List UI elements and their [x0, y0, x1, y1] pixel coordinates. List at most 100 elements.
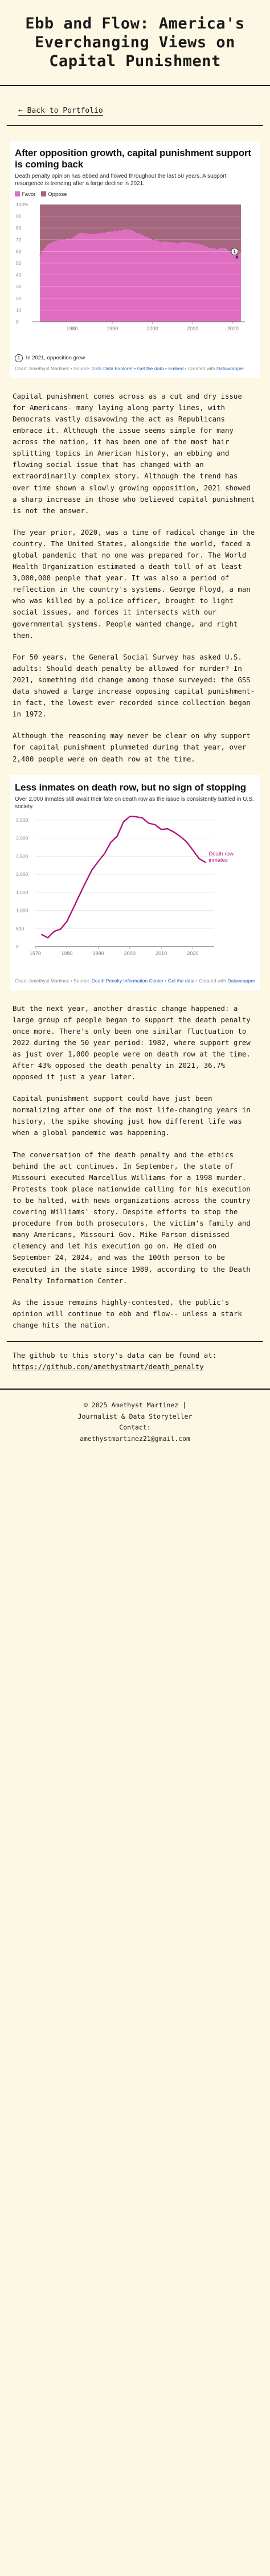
- y-tick-label: 40: [16, 272, 22, 278]
- death-row-point: [204, 861, 206, 863]
- repo-section: The github to this story's data can be f…: [7, 1341, 263, 1383]
- github-link[interactable]: https://github.com/amethystmart/death_pe…: [13, 1362, 204, 1371]
- back-to-portfolio-link[interactable]: ← Back to Portfolio: [18, 106, 103, 116]
- favor-point: [39, 254, 41, 256]
- death-row-point: [192, 849, 194, 851]
- paragraph: For 50 years, the General Social Survey …: [13, 652, 255, 719]
- favor-point: [55, 240, 57, 241]
- annotation-marker: 1: [15, 354, 23, 362]
- x-tick-label: 1980: [67, 326, 78, 331]
- credit-source-link[interactable]: Death Penalty Information Center • Get t…: [91, 977, 195, 984]
- x-tick-label: 1990: [107, 326, 118, 331]
- chart-description: Over 2,000 inmates still await their fat…: [15, 796, 254, 810]
- death-row-point: [173, 831, 175, 833]
- death-row-point: [167, 828, 169, 829]
- y-tick-label: 1,500: [16, 890, 28, 895]
- x-tick-label: 1980: [61, 951, 72, 956]
- y-tick-label: 80: [16, 225, 22, 231]
- y-tick-label: 10: [16, 307, 22, 313]
- annotation-text: In 2021, opposition grew: [26, 354, 85, 361]
- death-row-point: [110, 841, 112, 843]
- death-row-point: [198, 858, 200, 859]
- repo-text: The github to this story's data can be f…: [13, 1350, 217, 1359]
- paragraph: But the next year, another drastic chang…: [13, 1004, 251, 1082]
- chart-annotation-note: 1 In 2021, opposition grew: [15, 354, 255, 362]
- x-tick-label: 2010: [187, 326, 198, 331]
- y-tick-label: 90: [16, 214, 22, 219]
- y-tick-label: 3,500: [16, 817, 28, 823]
- y-tick-label: 2,500: [16, 853, 28, 859]
- paragraph: Although the reasoning may never be clea…: [13, 731, 251, 763]
- chart-description: Death penalty opinion has ebbed and flow…: [15, 173, 227, 187]
- death-row-point: [129, 816, 130, 817]
- y-tick-label: 20: [16, 296, 22, 301]
- death-row-point: [161, 829, 162, 830]
- favor-area: [40, 229, 241, 322]
- death-row-chart: Less inmates on death row, but no sign o…: [10, 775, 260, 990]
- footer-role: Journalist & Data Storyteller: [77, 1412, 193, 1420]
- opinion-chart: After opposition growth, capital punishm…: [10, 140, 260, 378]
- site-footer: © 2025 Amethyst Martinez | Journalist & …: [0, 1389, 270, 1457]
- death-row-point: [91, 869, 93, 870]
- credit-suffix: • Created with: [183, 365, 216, 371]
- favor-point: [96, 233, 97, 235]
- oppose-swatch: [41, 191, 47, 196]
- paragraph: Capital punishment support could have ju…: [13, 1094, 251, 1137]
- death-row-point: [148, 822, 149, 824]
- favor-point: [168, 241, 169, 243]
- annotation-point: [235, 256, 239, 259]
- page-title: Ebb and Flow: America's Everchanging Vie…: [25, 15, 245, 70]
- y-tick-label: 0: [16, 319, 19, 325]
- credit-source-link[interactable]: GSS Data Explorer • Get the data • Embed: [91, 365, 184, 371]
- y-tick-label: 50: [16, 260, 22, 266]
- legend-item-favor: Favor: [15, 191, 35, 198]
- death-row-point: [179, 836, 181, 837]
- credit-prefix: Chart: Amethyst Martinez • Source:: [15, 977, 92, 984]
- favor-point: [192, 242, 194, 244]
- annotation-label: 1: [234, 249, 236, 255]
- article: After opposition growth, capital punishm…: [0, 126, 270, 1383]
- site-header: Ebb and Flow: America's Everchanging Vie…: [0, 0, 270, 86]
- paragraph: As the issue remains highly-contested, t…: [13, 1297, 242, 1329]
- death-row-point: [104, 853, 105, 854]
- chart-legend: Favor Oppose: [15, 191, 255, 198]
- favor-point: [208, 247, 210, 249]
- y-tick-label: 500: [16, 925, 24, 931]
- footer-contact-label: Contact:: [119, 1423, 151, 1432]
- x-tick-label: 2000: [147, 326, 158, 331]
- favor-point: [63, 239, 65, 240]
- credit-tool-link[interactable]: Datawrapper: [216, 365, 244, 371]
- y-tick-label: 3,000: [16, 835, 28, 841]
- chart-credit: Chart: Amethyst Martinez • Source: GSS D…: [15, 366, 255, 372]
- y-tick-label: 100%: [16, 202, 28, 207]
- favor-point: [136, 232, 137, 234]
- death-row-point: [41, 933, 43, 935]
- y-tick-label: 2,000: [16, 871, 28, 877]
- chart-headline: Less inmates on death row, but no sign o…: [15, 781, 246, 793]
- death-row-point: [54, 931, 55, 932]
- death-row-point: [122, 821, 124, 822]
- page: Ebb and Flow: America's Everchanging Vie…: [0, 0, 270, 1457]
- death-row-point: [116, 835, 118, 837]
- x-tick-label: 2020: [227, 326, 239, 331]
- favor-point: [159, 241, 161, 243]
- credit-suffix: • Created with: [194, 977, 228, 984]
- x-tick-label: 2000: [124, 951, 136, 956]
- x-tick-label: 1990: [93, 951, 104, 956]
- favor-point: [79, 232, 81, 234]
- death-row-point: [47, 937, 49, 939]
- death-row-point: [60, 928, 62, 930]
- x-tick-label: 1970: [30, 951, 41, 956]
- paragraph: The conversation of the death penalty an…: [13, 1150, 251, 1285]
- favor-point: [184, 241, 186, 243]
- favor-swatch: [15, 191, 20, 196]
- credit-tool-link[interactable]: Datawrapper: [227, 977, 255, 984]
- footer-copyright: © 2025 Amethyst Martinez |: [83, 1401, 186, 1410]
- favor-point: [152, 239, 153, 240]
- favor-point: [144, 235, 145, 237]
- y-tick-label: 70: [16, 237, 22, 243]
- death-row-point: [79, 894, 80, 896]
- back-nav: ← Back to Portfolio: [7, 86, 263, 126]
- footer-email[interactable]: amethystmartinez21@gmail.com: [80, 1434, 190, 1443]
